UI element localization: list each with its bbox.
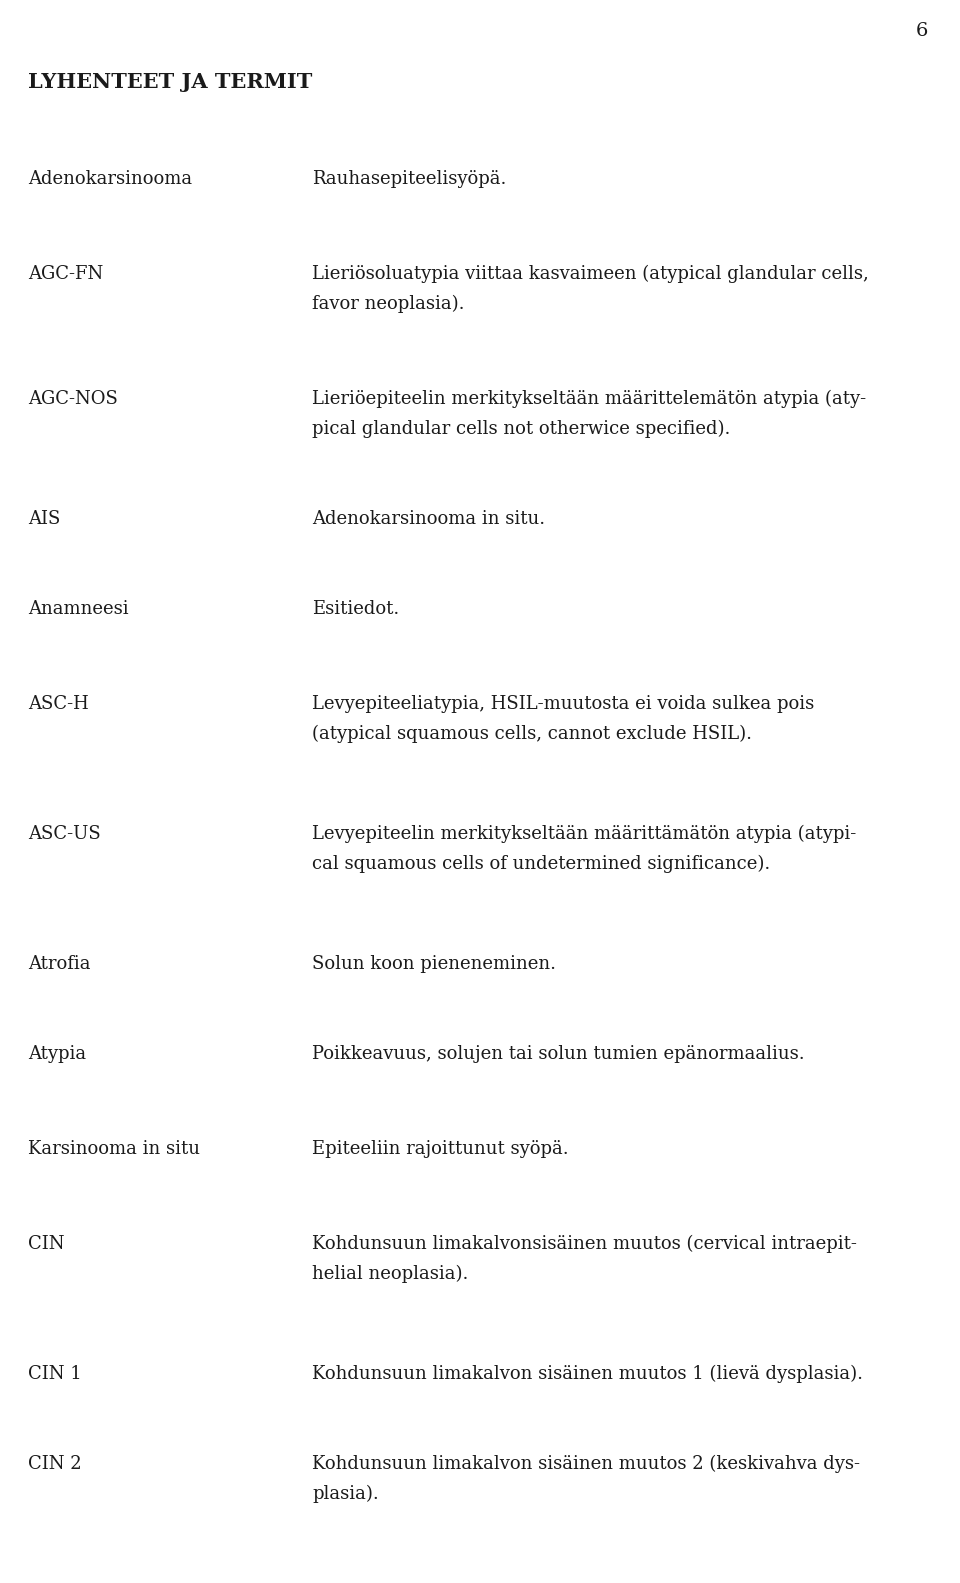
Text: ASC-US: ASC-US (28, 825, 101, 844)
Text: Epiteeliin rajoittunut syöpä.: Epiteeliin rajoittunut syöpä. (312, 1140, 568, 1159)
Text: pical glandular cells not otherwice specified).: pical glandular cells not otherwice spec… (312, 419, 731, 438)
Text: Atrofia: Atrofia (28, 955, 90, 974)
Text: AIS: AIS (28, 510, 60, 529)
Text: Solun koon pieneneminen.: Solun koon pieneneminen. (312, 955, 556, 974)
Text: favor neoplasia).: favor neoplasia). (312, 294, 465, 313)
Text: Adenokarsinooma in situ.: Adenokarsinooma in situ. (312, 510, 545, 529)
Text: Adenokarsinooma: Adenokarsinooma (28, 169, 192, 188)
Text: Poikkeavuus, solujen tai solun tumien epänormaalius.: Poikkeavuus, solujen tai solun tumien ep… (312, 1045, 804, 1064)
Text: LYHENTEET JA TERMIT: LYHENTEET JA TERMIT (28, 71, 312, 92)
Text: (atypical squamous cells, cannot exclude HSIL).: (atypical squamous cells, cannot exclude… (312, 725, 752, 744)
Text: Lieriösoluatypia viittaa kasvaimeen (atypical glandular cells,: Lieriösoluatypia viittaa kasvaimeen (aty… (312, 264, 869, 283)
Text: Kohdunsuun limakalvon sisäinen muutos 2 (keskivahva dys-: Kohdunsuun limakalvon sisäinen muutos 2 … (312, 1455, 860, 1474)
Text: CIN 1: CIN 1 (28, 1365, 82, 1384)
Text: Kohdunsuun limakalvonsisäinen muutos (cervical intraepit-: Kohdunsuun limakalvonsisäinen muutos (ce… (312, 1235, 857, 1254)
Text: Anamneesi: Anamneesi (28, 600, 129, 617)
Text: cal squamous cells of undetermined significance).: cal squamous cells of undetermined signi… (312, 855, 770, 874)
Text: 6: 6 (916, 22, 928, 40)
Text: CIN 2: CIN 2 (28, 1455, 82, 1474)
Text: Esitiedot.: Esitiedot. (312, 600, 399, 617)
Text: Levyepiteeliatypia, HSIL-muutosta ei voida sulkea pois: Levyepiteeliatypia, HSIL-muutosta ei voi… (312, 695, 814, 712)
Text: plasia).: plasia). (312, 1485, 379, 1504)
Text: Rauhasepiteelisyöpä.: Rauhasepiteelisyöpä. (312, 169, 506, 188)
Text: Atypia: Atypia (28, 1045, 86, 1064)
Text: CIN: CIN (28, 1235, 64, 1254)
Text: helial neoplasia).: helial neoplasia). (312, 1265, 468, 1284)
Text: AGC-NOS: AGC-NOS (28, 389, 118, 408)
Text: Kohdunsuun limakalvon sisäinen muutos 1 (lievä dysplasia).: Kohdunsuun limakalvon sisäinen muutos 1 … (312, 1365, 863, 1384)
Text: Levyepiteelin merkitykseltään määrittämätön atypia (atypi-: Levyepiteelin merkitykseltään määrittämä… (312, 825, 856, 844)
Text: Lieriöepiteelin merkitykseltään määrittelemätön atypia (aty-: Lieriöepiteelin merkitykseltään määritte… (312, 389, 866, 408)
Text: Karsinooma in situ: Karsinooma in situ (28, 1140, 200, 1159)
Text: ASC-H: ASC-H (28, 695, 88, 712)
Text: AGC-FN: AGC-FN (28, 264, 104, 283)
